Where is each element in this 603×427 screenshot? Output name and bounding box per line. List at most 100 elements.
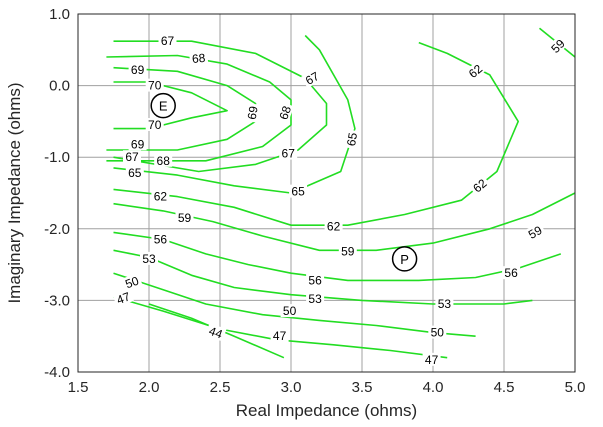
contour-label-68: 68 [189,50,209,66]
contour-label-gap [140,251,158,265]
contour-label-65: 65 [343,129,360,150]
contour-line-67 [113,40,328,173]
contour-label-text: 50 [123,274,141,292]
contour-label-50: 50 [280,304,299,318]
contour-label-text: 59 [178,211,192,225]
contour-label-47: 47 [270,329,289,343]
contour-line-50 [113,272,476,337]
contour-label-67: 67 [123,150,141,164]
contour-label-gap [244,102,261,123]
contour-line-53 [113,249,533,305]
contour-label-gap [123,150,141,164]
contour-label-68: 68 [275,101,295,124]
marker-e-circle [150,92,176,119]
contour-label-gap [145,78,164,92]
y-tick-label: -1.0 [44,149,70,166]
contour-label-text: 67 [125,150,139,164]
contour-label-gap [112,288,134,308]
plot-frame [77,13,576,373]
y-axis-ticks: 1.0 0.0 -1.0 -2.0 -3.0 -4.0 [44,6,70,381]
contour-label-text: 56 [308,273,322,287]
x-tick-label: 5.0 [565,379,586,396]
contour-label-50: 50 [428,325,447,340]
contour-label-text: 67 [282,147,296,161]
contour-label-53: 53 [306,292,325,306]
contour-label-gap [428,325,447,339]
contour-label-text: 50 [431,326,445,340]
x-tick-label: 1.5 [68,379,89,396]
marker-p-circle [391,246,418,272]
y-tick-label: -4.0 [44,364,70,381]
x-tick-label: 3.0 [281,379,302,396]
contour-label-text: 69 [131,63,145,77]
contour-label-text: 47 [115,289,133,307]
contour-label-gap [502,266,521,280]
contour-label-50: 50 [121,272,143,292]
contour-label-text: 53 [438,297,452,311]
contour-label-62: 62 [151,189,170,204]
contour-label-text: 65 [344,131,360,147]
contour-label-59: 59 [523,221,546,243]
contour-label-gap [175,211,194,225]
contour-label-gap [301,67,324,89]
x-axis-ticks: 1.5 2.0 2.5 3.0 3.5 4.0 4.5 5.0 [68,379,586,396]
contour-label-gap [270,329,289,343]
contour-label-text: 44 [207,324,225,342]
contour-label-gap [128,62,147,76]
x-tick-label: 2.0 [139,379,160,396]
contour-label-gap [145,118,164,131]
contour-label-gap [205,322,227,342]
contour-label-text: 65 [128,166,142,180]
contour-label-gap [128,137,147,151]
contour-label-59: 59 [546,34,569,57]
contour-label-gap [422,352,441,366]
contour-label-gap [306,292,325,305]
contour-label-gap [189,50,209,66]
contour-label-47: 47 [422,352,441,367]
contour-label-text: 56 [504,266,518,280]
contour-label-text: 65 [291,185,305,199]
point-markers: EP [150,92,418,272]
contour-label-70: 70 [145,78,164,93]
contour-label-gap [468,174,491,197]
contour-label-gap [546,34,569,57]
contour-label-gap [280,304,299,318]
contour-label-gap [279,146,298,160]
contour-label-53: 53 [140,251,158,266]
plot-area: 7070696969686868676767676565656262626259… [77,13,576,373]
contour-label-gap [289,184,308,198]
contour-label-text: 69 [131,137,145,151]
contour-label-69: 69 [244,102,261,123]
contour-label-gap [464,60,487,82]
contour-line-65 [113,34,356,194]
contour-label-62: 62 [324,219,343,234]
contour-label-text: 67 [303,69,322,88]
contour-label-44: 44 [205,322,227,342]
contour-label-47: 47 [112,288,134,308]
contour-label-gap [151,232,170,246]
contour-label-69: 69 [128,137,147,151]
contour-label-gap [306,273,325,287]
contour-label-text: 50 [283,304,297,318]
contour-label-67: 67 [279,146,298,161]
contour-label-gap [158,34,177,48]
contour-label-67: 67 [158,34,177,48]
contour-label-gap [275,101,295,124]
y-tick-label: -3.0 [44,292,70,309]
contour-label-text: 62 [154,190,168,204]
contour-label-text: 53 [142,252,156,266]
contour-labels: 7070696969686868676767676565656262626259… [112,34,569,367]
contour-label-gap [154,153,173,167]
contour-label-65: 65 [125,166,144,180]
contour-label-56: 56 [306,273,325,287]
contour-label-56: 56 [502,266,521,280]
contour-label-text: 59 [341,245,355,259]
contour-label-text: 67 [161,34,175,48]
contour-label-70: 70 [145,118,164,132]
contour-label-gap [523,221,546,243]
marker-p-label: P [400,252,409,267]
contour-label-62: 62 [468,174,491,197]
y-tick-label: 0.0 [49,78,70,95]
contour-label-gap [151,189,170,203]
